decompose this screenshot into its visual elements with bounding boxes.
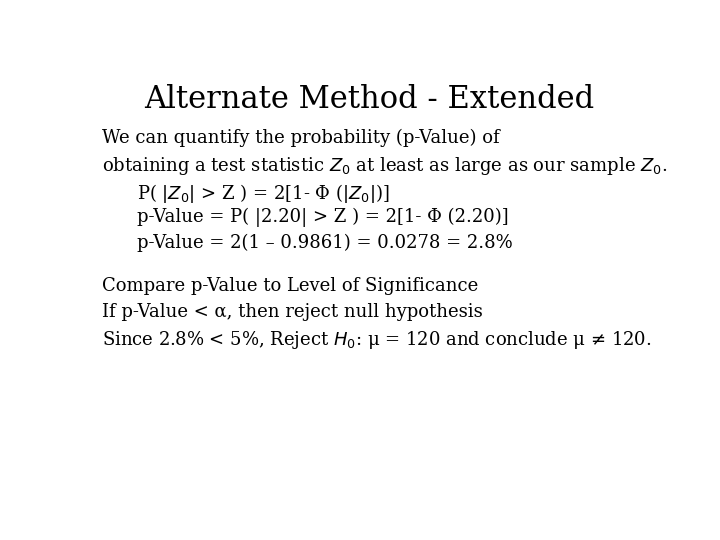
Text: Alternate Method - Extended: Alternate Method - Extended bbox=[144, 84, 594, 114]
Text: P( $|Z_0|$ > Z ) = 2[1- Φ ($|Z_0|$)]: P( $|Z_0|$ > Z ) = 2[1- Φ ($|Z_0|$)] bbox=[138, 182, 390, 205]
Text: p-Value = P( |2.20| > Z ) = 2[1- Φ (2.20)]: p-Value = P( |2.20| > Z ) = 2[1- Φ (2.20… bbox=[138, 208, 509, 227]
Text: We can quantify the probability (p-Value) of: We can quantify the probability (p-Value… bbox=[102, 129, 500, 147]
Text: obtaining a test statistic $Z_0$ at least as large as our sample $Z_0$.: obtaining a test statistic $Z_0$ at leas… bbox=[102, 156, 667, 178]
Text: If p-Value < α, then reject null hypothesis: If p-Value < α, then reject null hypothe… bbox=[102, 302, 483, 321]
Text: Since 2.8% < 5%, Reject $H_0$: μ = 120 and conclude μ ≠ 120.: Since 2.8% < 5%, Reject $H_0$: μ = 120 a… bbox=[102, 329, 652, 351]
Text: Compare p-Value to Level of Significance: Compare p-Value to Level of Significance bbox=[102, 277, 479, 295]
Text: p-Value = 2(1 – 0.9861) = 0.0278 = 2.8%: p-Value = 2(1 – 0.9861) = 0.0278 = 2.8% bbox=[138, 234, 513, 252]
